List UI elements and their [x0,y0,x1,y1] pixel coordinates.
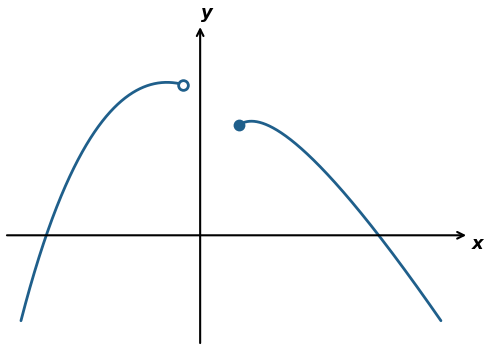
Text: y: y [201,4,213,22]
Text: x: x [472,235,484,253]
